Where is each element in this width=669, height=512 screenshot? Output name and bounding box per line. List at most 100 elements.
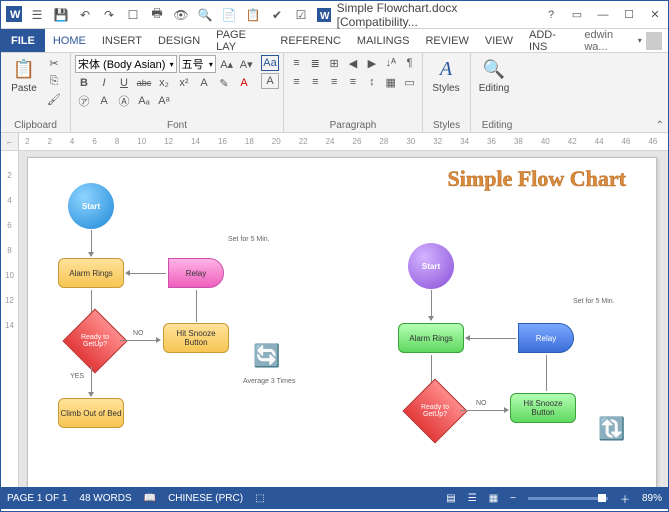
tab-insert[interactable]: INSERT bbox=[94, 29, 150, 52]
tab-home[interactable]: HOME bbox=[45, 29, 94, 52]
paste-button[interactable]: 📋 Paste bbox=[5, 55, 43, 94]
chart1-climb: Climb Out of Bed bbox=[58, 398, 124, 428]
font-name-combo[interactable]: 宋体 (Body Asian)▾ bbox=[75, 55, 177, 73]
clear-format-button[interactable]: A bbox=[261, 73, 279, 89]
sort-button[interactable]: ↓ᴬ bbox=[382, 55, 399, 71]
ribbon-tabs: FILE HOME INSERT DESIGN PAGE LAY REFEREN… bbox=[1, 29, 668, 53]
justify-button[interactable]: ≡ bbox=[345, 74, 362, 90]
group-styles: A Styles Styles bbox=[423, 53, 471, 132]
char-shading-button[interactable]: Aᵃ bbox=[155, 93, 173, 109]
word-count[interactable]: 48 WORDS bbox=[79, 493, 131, 504]
redo-icon[interactable]: ↷ bbox=[99, 5, 119, 25]
zoom-level[interactable]: 89% bbox=[642, 493, 662, 504]
ribbon-display-button[interactable]: ▭ bbox=[564, 5, 590, 25]
superscript-button[interactable]: x² bbox=[175, 75, 193, 91]
align-left-button[interactable]: ≡ bbox=[288, 74, 305, 90]
save-icon[interactable]: 💾 bbox=[51, 5, 71, 25]
qat-menu-icon[interactable]: ☰ bbox=[27, 5, 47, 25]
multilevel-button[interactable]: ⊞ bbox=[326, 55, 343, 71]
styles-btn-label: Styles bbox=[432, 83, 459, 94]
qat-btn-8[interactable]: 📄 bbox=[219, 5, 239, 25]
user-account[interactable]: edwin wa... ▾ bbox=[578, 29, 668, 52]
align-right-button[interactable]: ≡ bbox=[326, 74, 343, 90]
collapse-ribbon-button[interactable]: ⌃ bbox=[656, 120, 664, 131]
tab-review[interactable]: REVIEW bbox=[417, 29, 476, 52]
page[interactable]: Simple Flow Chart Start Alarm Rings Rela… bbox=[27, 157, 657, 487]
chart1-edge-relay-alarm bbox=[126, 273, 166, 274]
numbering-button[interactable]: ≣ bbox=[307, 55, 324, 71]
grow-font-button[interactable]: A▴ bbox=[218, 56, 236, 72]
ruler-ticks: 2246810121416182022242628303234363840424… bbox=[25, 137, 657, 146]
shrink-font-button[interactable]: A▾ bbox=[237, 56, 255, 72]
chart1-start: Start bbox=[68, 183, 114, 229]
underline-button[interactable]: U bbox=[115, 75, 133, 91]
chart1-edge-dec-snooze bbox=[120, 340, 160, 341]
char-border-button[interactable]: A bbox=[95, 93, 113, 109]
undo-icon[interactable]: ↶ bbox=[75, 5, 95, 25]
tab-references[interactable]: REFERENC bbox=[272, 29, 349, 52]
increase-indent-button[interactable]: ▶ bbox=[363, 55, 380, 71]
language-indicator[interactable]: CHINESE (PRC) bbox=[168, 493, 243, 504]
editing-button[interactable]: 🔍 Editing bbox=[475, 55, 513, 94]
horizontal-ruler[interactable]: ⌐ 22468101214161820222426283032343638404… bbox=[1, 133, 668, 151]
bullets-button[interactable]: ≡ bbox=[288, 55, 305, 71]
styles-button[interactable]: A Styles bbox=[427, 55, 465, 94]
qat-btn-11[interactable]: ☑ bbox=[291, 5, 311, 25]
chart2-edge-start-alarm bbox=[431, 290, 432, 320]
view-web-button[interactable]: ▦ bbox=[489, 493, 498, 504]
show-marks-button[interactable]: ¶ bbox=[401, 55, 418, 71]
help-button[interactable]: ? bbox=[538, 5, 564, 25]
font-color-button[interactable]: A bbox=[235, 75, 253, 91]
tab-design[interactable]: DESIGN bbox=[150, 29, 208, 52]
cut-button[interactable]: ✂ bbox=[45, 55, 63, 71]
maximize-button[interactable]: ☐ bbox=[616, 5, 642, 25]
spellcheck-status-icon[interactable]: 📖 bbox=[144, 493, 156, 504]
qat-btn-4[interactable]: ☐ bbox=[123, 5, 143, 25]
qat-btn-9[interactable]: 📋 bbox=[243, 5, 263, 25]
bold-button[interactable]: B bbox=[75, 75, 93, 91]
tab-mailings[interactable]: MAILINGS bbox=[349, 29, 418, 52]
title-center: W Simple Flowchart.docx [Compatibility..… bbox=[315, 1, 538, 29]
find-icon[interactable]: 🔍 bbox=[195, 5, 215, 25]
change-case-button[interactable]: Aₐ bbox=[135, 93, 153, 109]
file-tab[interactable]: FILE bbox=[1, 29, 45, 52]
close-button[interactable]: ✕ bbox=[642, 5, 668, 25]
line-spacing-button[interactable]: ↕ bbox=[363, 74, 380, 90]
vertical-ruler[interactable]: 2468101214 bbox=[1, 151, 19, 487]
chart2-start: Start bbox=[408, 243, 454, 289]
shading-button[interactable]: ▦ bbox=[382, 74, 399, 90]
subscript-button[interactable]: x₂ bbox=[155, 75, 173, 91]
macro-indicator[interactable]: ⬚ bbox=[255, 493, 264, 504]
group-paragraph: ≡ ≣ ⊞ ◀ ▶ ↓ᴬ ¶ ≡ ≡ ≡ ≡ ↕ ▦ ▭ bbox=[284, 53, 423, 132]
font-size-combo[interactable]: 五号▾ bbox=[179, 55, 216, 73]
minimize-button[interactable]: — bbox=[590, 5, 616, 25]
view-print-button[interactable]: ☰ bbox=[468, 493, 477, 504]
zoom-out-button[interactable]: − bbox=[510, 493, 516, 504]
preview-icon[interactable]: 👁 bbox=[171, 5, 191, 25]
print-icon[interactable]: 🖶 bbox=[147, 5, 167, 25]
tab-addins[interactable]: ADD-INS bbox=[521, 29, 578, 52]
phonetic-button[interactable]: ㋐ bbox=[75, 93, 93, 109]
spellcheck-icon[interactable]: ✔ bbox=[267, 5, 287, 25]
highlight-button[interactable]: ✎ bbox=[215, 75, 233, 91]
chart2-label-no: NO bbox=[476, 400, 487, 407]
enclose-button[interactable]: Ⓐ bbox=[115, 93, 133, 109]
copy-button[interactable]: ⎘ bbox=[45, 73, 63, 89]
italic-button[interactable]: I bbox=[95, 75, 113, 91]
page-indicator[interactable]: PAGE 1 OF 1 bbox=[7, 493, 67, 504]
align-center-button[interactable]: ≡ bbox=[307, 74, 324, 90]
text-effects-button[interactable]: A bbox=[195, 75, 213, 91]
tab-page-layout[interactable]: PAGE LAY bbox=[208, 29, 272, 52]
zoom-slider-thumb[interactable] bbox=[598, 494, 606, 502]
decrease-indent-button[interactable]: ◀ bbox=[345, 55, 362, 71]
strike-button[interactable]: abc bbox=[135, 75, 153, 91]
view-read-button[interactable]: ▤ bbox=[446, 493, 455, 504]
borders-button[interactable]: ▭ bbox=[401, 74, 418, 90]
paragraph-label: Paragraph bbox=[288, 119, 418, 132]
paste-label: Paste bbox=[11, 83, 37, 94]
zoom-in-button[interactable]: ＋ bbox=[620, 491, 630, 506]
format-painter-button[interactable]: 🖌 bbox=[45, 91, 63, 107]
zoom-slider[interactable] bbox=[528, 497, 608, 500]
tab-view[interactable]: VIEW bbox=[477, 29, 521, 52]
asian-layout-button[interactable]: Aa bbox=[261, 55, 279, 71]
